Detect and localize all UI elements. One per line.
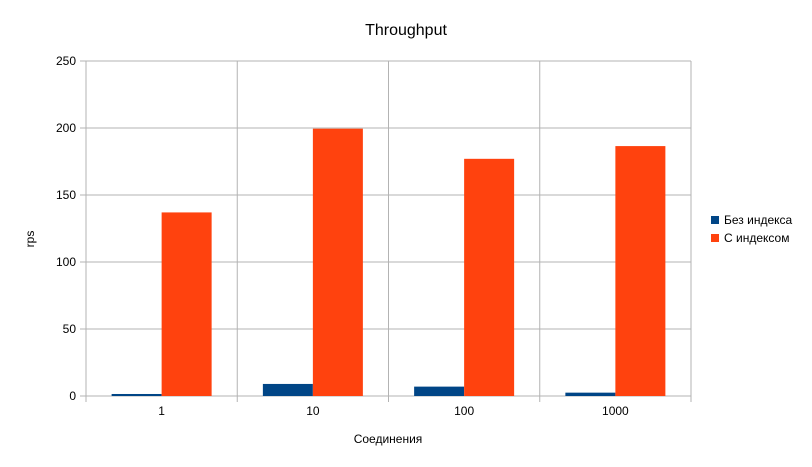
legend-label: С индексом (724, 231, 789, 245)
y-tick-label: 150 (56, 188, 76, 202)
legend-swatch (711, 216, 719, 224)
bar-with-index-10 (312, 128, 363, 397)
x-tick-label: 100 (454, 404, 474, 418)
legend-swatch (711, 234, 719, 242)
axes: 0 50 100 150 200 250 1 10 100 1000 (56, 54, 692, 418)
x-tick-label: 1 (158, 404, 165, 418)
bar-without-index-100 (414, 386, 465, 396)
y-tick-label: 100 (56, 255, 76, 269)
x-axis-label: Соединения (354, 432, 423, 446)
bar-without-index-1000 (565, 392, 616, 396)
y-tick-label: 200 (56, 121, 76, 135)
bar-without-index-10 (262, 383, 313, 396)
bar-without-index-1 (111, 393, 162, 396)
legend: Без индекса С индексом (711, 213, 793, 245)
y-axis-label: rps (23, 231, 37, 248)
bar-with-index-100 (464, 158, 515, 396)
x-tick-label: 10 (306, 404, 320, 418)
y-tick-label: 0 (69, 389, 76, 403)
y-tick-label: 250 (56, 54, 76, 68)
bar-with-index-1000 (615, 146, 666, 396)
chart-title: Throughput (365, 22, 447, 39)
bars (111, 128, 666, 397)
legend-label: Без индекса (724, 213, 793, 227)
bar-with-index-1 (161, 212, 212, 396)
x-tick-label: 1000 (602, 404, 629, 418)
y-tick-label: 50 (63, 322, 77, 336)
